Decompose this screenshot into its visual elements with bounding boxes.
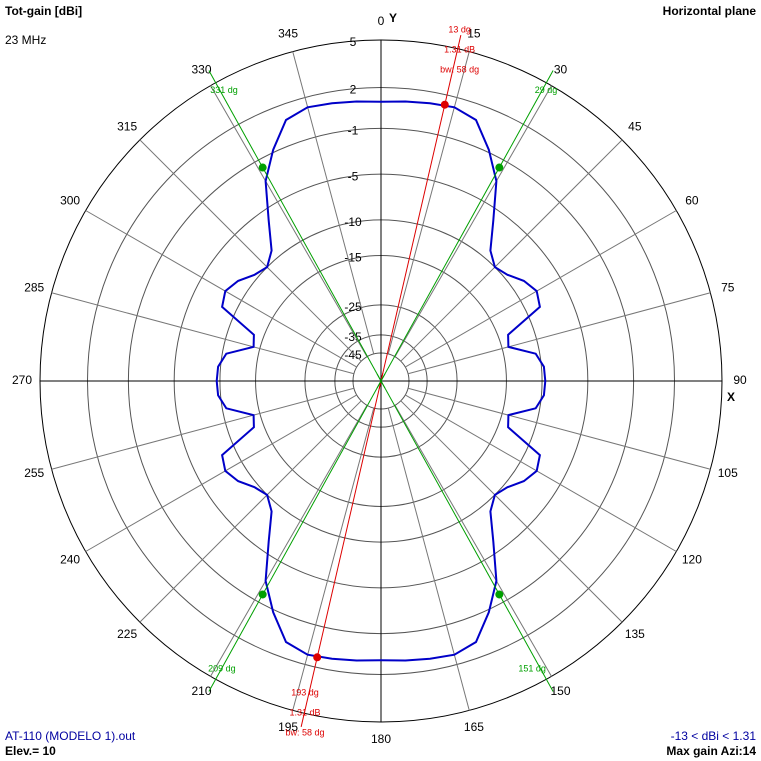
spoke xyxy=(51,292,355,375)
spoke xyxy=(394,85,552,358)
spoke xyxy=(139,139,362,362)
subtitle: 23 MHz xyxy=(5,33,46,47)
theta-tick-label: 15 xyxy=(467,26,481,40)
theta-tick-label: 135 xyxy=(625,627,645,641)
spoke xyxy=(407,292,711,375)
marker-label: 1.31 dB xyxy=(290,707,321,717)
marker-label: 151 dg xyxy=(518,663,546,673)
r-tick-label: -10 xyxy=(344,215,362,229)
spoke xyxy=(85,394,358,552)
marker-dot xyxy=(495,590,504,599)
range-label: -13 < dBi < 1.31 xyxy=(671,729,757,743)
theta-tick-label: 60 xyxy=(685,194,699,208)
theta-tick-label: 300 xyxy=(60,194,80,208)
r-tick-label: -45 xyxy=(344,348,362,362)
max-gain-label: Max gain Azi:14 xyxy=(666,744,756,758)
theta-tick-label: 165 xyxy=(464,720,484,734)
theta-tick-label: 120 xyxy=(682,553,702,567)
marker-line xyxy=(376,373,554,692)
spoke xyxy=(407,387,711,470)
pattern-line xyxy=(215,100,547,662)
spoke xyxy=(387,51,470,355)
marker-line xyxy=(208,373,386,692)
theta-tick-label: 270 xyxy=(12,373,32,387)
r-tick-label: -1 xyxy=(348,124,359,138)
r-label: Tot-gain [dBi] xyxy=(5,4,82,18)
theta-tick-label: 45 xyxy=(628,119,642,133)
theta-tick-label: 105 xyxy=(718,466,738,480)
marker-line xyxy=(300,373,384,728)
r-tick-label: -5 xyxy=(348,169,359,183)
spoke xyxy=(394,404,552,677)
theta-tick-label: 240 xyxy=(60,553,80,567)
theta-tick-label: 225 xyxy=(117,627,137,641)
x-axis-label: X xyxy=(727,390,735,404)
marker-label: 193 dg xyxy=(291,687,319,697)
marker-label: bw: 58 dg xyxy=(440,64,479,74)
spoke xyxy=(210,404,368,677)
spoke xyxy=(139,400,362,623)
marker-dot xyxy=(440,100,449,109)
spoke xyxy=(51,387,355,470)
marker-label: bw: 58 dg xyxy=(286,727,325,737)
spoke xyxy=(387,407,470,711)
spoke xyxy=(85,210,358,368)
theta-tick-label: 195 xyxy=(278,720,298,734)
spoke xyxy=(404,394,677,552)
spoke xyxy=(292,51,375,355)
file-label: AT-110 (MODELO 1).out xyxy=(5,729,136,743)
spoke xyxy=(400,400,623,623)
y-axis-label: Y xyxy=(389,11,397,25)
marker-label: 13 dg xyxy=(448,24,471,34)
chart-title: Horizontal plane xyxy=(663,4,757,18)
theta-tick-label: 75 xyxy=(721,280,735,294)
marker-dot xyxy=(495,163,504,172)
theta-tick-label: 30 xyxy=(554,62,568,76)
r-tick-label: -25 xyxy=(344,300,362,314)
marker-label: 209 dg xyxy=(208,663,236,673)
spoke xyxy=(400,139,623,362)
spoke xyxy=(210,85,368,358)
theta-tick-label: 210 xyxy=(191,684,211,698)
theta-tick-label: 330 xyxy=(191,62,211,76)
theta-tick-label: 315 xyxy=(117,119,137,133)
theta-tick-label: 285 xyxy=(24,280,44,294)
marker-label: 331 dg xyxy=(210,85,238,95)
marker-line xyxy=(208,70,386,389)
marker-line xyxy=(378,34,462,389)
marker-dot xyxy=(313,653,322,662)
spoke xyxy=(404,210,677,368)
marker-line xyxy=(376,70,554,389)
spoke xyxy=(292,407,375,711)
elevation-label: Elev.= 10 xyxy=(5,744,56,758)
marker-label: 29 dg xyxy=(535,85,558,95)
theta-tick-label: 150 xyxy=(550,684,570,698)
theta-tick-label: 255 xyxy=(24,466,44,480)
marker-dot xyxy=(258,163,267,172)
r-tick-label: 2 xyxy=(350,83,357,97)
theta-tick-label: 345 xyxy=(278,26,298,40)
marker-label: 1.31 dB xyxy=(444,44,475,54)
r-tick-label: 5 xyxy=(350,35,357,49)
theta-tick-label: 0 xyxy=(378,14,385,28)
marker-dot xyxy=(258,590,267,599)
theta-tick-label: 90 xyxy=(733,373,747,387)
theta-tick-label: 180 xyxy=(371,732,391,746)
